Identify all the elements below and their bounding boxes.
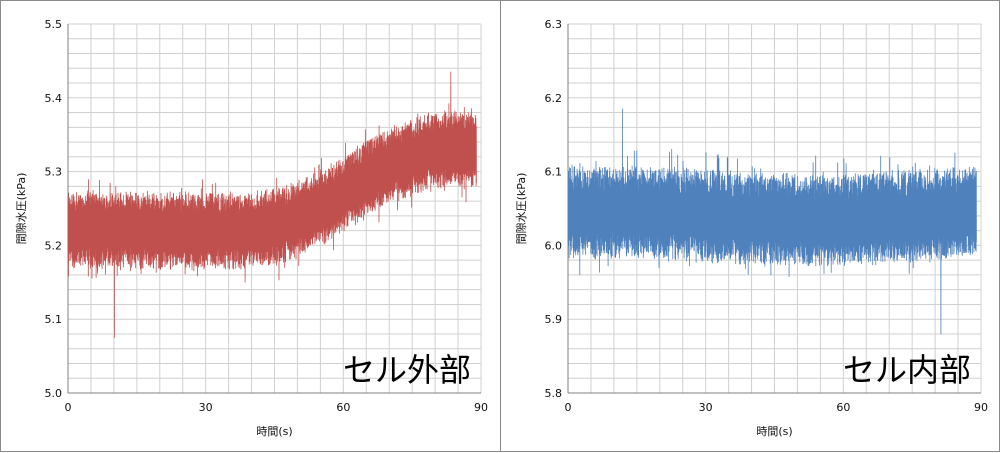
x-tick-label: 60: [336, 401, 350, 414]
x-axis-label: 時間(s): [756, 425, 792, 438]
y-tick-label: 6.3: [545, 18, 563, 31]
y-tick-label: 5.5: [45, 18, 63, 31]
y-tick-label: 5.8: [545, 387, 563, 400]
y-tick-label: 5.4: [45, 92, 63, 105]
x-axis-label: 時間(s): [256, 425, 292, 438]
x-tick-label: 60: [836, 401, 850, 414]
series-line: [567, 108, 977, 335]
chart-panel-outside: 5.0 5.1 5.2 5.3 5.4 5.5 0 30 60 90 時間(s) 間隙水圧(kPa) セ…: [0, 0, 501, 452]
y-tick-label: 5.3: [45, 166, 63, 179]
x-tick-label: 90: [474, 401, 488, 414]
chart-annotation: セル内部: [843, 351, 971, 389]
chart-panel-inside: 5.8 5.9 6.0 6.1 6.2 6.3 0 30 60 90 時間(s) 間隙水圧(kPa) セ…: [500, 0, 1000, 452]
y-tick-label: 5.9: [545, 313, 563, 326]
x-tick-label: 0: [565, 401, 572, 414]
y-tick-label: 6.1: [545, 166, 563, 179]
x-tick-label: 30: [199, 401, 213, 414]
x-tick-label: 0: [65, 401, 72, 414]
y-tick-label: 5.2: [45, 239, 63, 252]
y-tick-label: 6.0: [545, 239, 563, 252]
chart-annotation: セル外部: [343, 351, 471, 389]
chart-outside-svg: 5.0 5.1 5.2 5.3 5.4 5.5 0 30 60 90 時間(s) 間隙水圧(kPa) セ…: [14, 18, 488, 438]
series-line: [67, 71, 477, 338]
y-tick-label: 5.1: [45, 313, 63, 326]
y-tick-label: 5.0: [45, 387, 63, 400]
x-tick-label: 90: [974, 401, 988, 414]
y-tick-label: 6.2: [545, 92, 563, 105]
y-axis-label: 間隙水圧(kPa): [514, 173, 528, 245]
chart-inside-svg: 5.8 5.9 6.0 6.1 6.2 6.3 0 30 60 90 時間(s) 間隙水圧(kPa) セ…: [514, 18, 988, 438]
x-tick-label: 30: [699, 401, 713, 414]
y-axis-label: 間隙水圧(kPa): [14, 173, 28, 245]
